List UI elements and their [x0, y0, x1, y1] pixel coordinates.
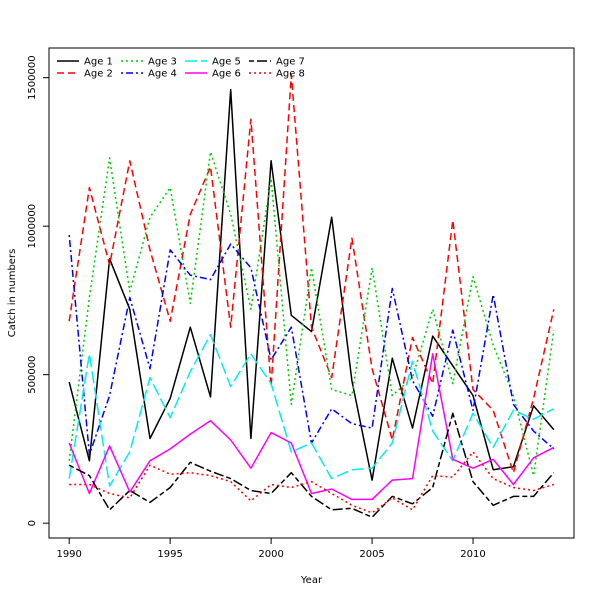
- x-tick-label: 1990: [56, 549, 81, 560]
- legend-label: Age 2: [84, 69, 113, 80]
- legend-label: Age 5: [212, 57, 241, 68]
- legend-label: Age 4: [148, 69, 177, 80]
- x-axis: 1990 1995 2000 2005 2010: [56, 538, 486, 560]
- y-axis-label: Catch in numbers: [7, 249, 18, 338]
- legend-label: Age 6: [212, 69, 241, 80]
- x-tick-label: 2000: [258, 549, 283, 560]
- x-axis-label: Year: [300, 575, 323, 586]
- plot-frame: [48, 47, 575, 539]
- series-line-age-2: [68, 73, 555, 474]
- series-line-age-7: [68, 412, 555, 518]
- x-tick-label: 2010: [460, 549, 485, 560]
- series-line-age-1: [68, 88, 555, 481]
- series-line-age-3: [68, 151, 555, 477]
- y-tick-label: 1000000: [27, 204, 38, 249]
- x-tick-label: 2005: [359, 549, 384, 560]
- legend-label: Age 8: [276, 69, 305, 80]
- series-line-age-5: [68, 333, 555, 487]
- series-line-age-4: [68, 235, 555, 456]
- legend-label: Age 3: [148, 57, 177, 68]
- y-axis: 0 500000 1000000 1500000: [27, 55, 49, 526]
- legend-label: Age 1: [84, 57, 113, 68]
- y-tick-label: 1500000: [27, 55, 38, 100]
- series-line-age-8: [69, 451, 555, 514]
- y-tick-label: 500000: [27, 356, 38, 394]
- series-line-age-6: [68, 353, 555, 501]
- series-lines: [68, 73, 555, 518]
- y-tick-label: 0: [27, 520, 38, 526]
- x-tick-label: 1995: [157, 549, 182, 560]
- legend-label: Age 7: [276, 57, 305, 68]
